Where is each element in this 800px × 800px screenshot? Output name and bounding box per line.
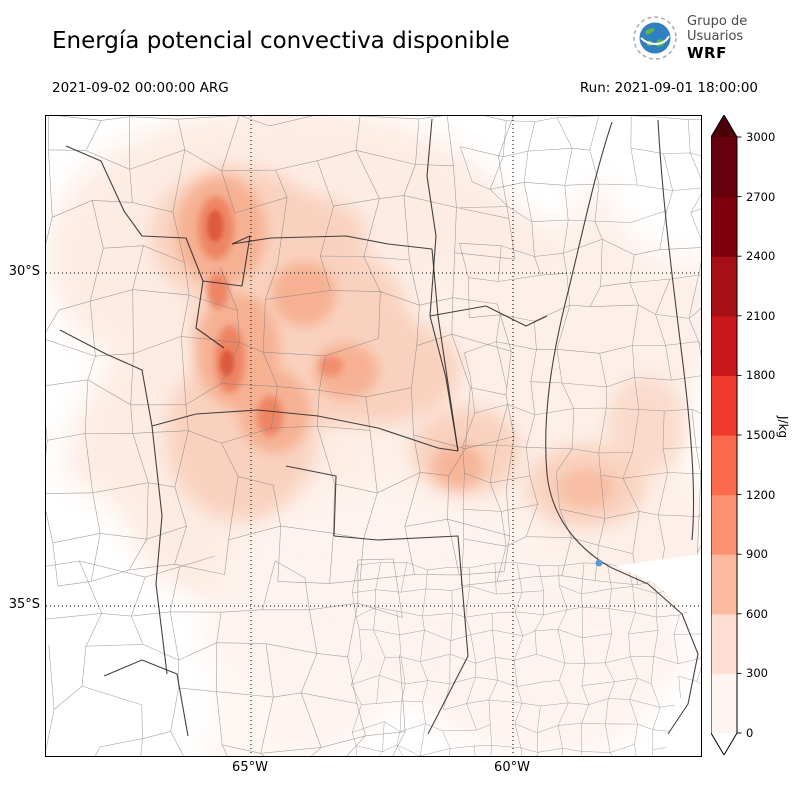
colorbar-tick-label: 1500 bbox=[746, 428, 776, 442]
figure-title: Energía potencial convectiva disponible bbox=[52, 28, 510, 54]
colorbar-tick-label: 3000 bbox=[746, 130, 776, 144]
colorbar-tick-label: 2400 bbox=[746, 249, 776, 264]
province-boundaries bbox=[59, 118, 699, 737]
valid-time-label: 2021-09-02 00:00:00 ARG bbox=[52, 80, 229, 96]
lon-label-65w: 65°W bbox=[232, 760, 268, 775]
logo-line-2: Usuarios bbox=[687, 29, 744, 45]
colorbar-gradient bbox=[710, 114, 742, 756]
run-time-label: Run: 2021-09-01 18:00:00 bbox=[579, 80, 758, 96]
colorbar bbox=[710, 114, 743, 759]
city-marker bbox=[595, 559, 603, 567]
colorbar-unit-label: J/kg bbox=[776, 416, 790, 439]
colorbar-tick-label: 600 bbox=[746, 606, 768, 621]
map-canvas bbox=[46, 116, 701, 756]
colorbar-tick-labels: 0 300 600 900 1200 1500 1800 2100 2400 2700 3000 bbox=[746, 115, 790, 755]
logo-wrf-label: WRF bbox=[687, 43, 727, 62]
wrf-logo-text: Grupo de Usuarios WRF bbox=[687, 14, 747, 62]
water-mask bbox=[616, 554, 701, 756]
colorbar-tick-label: 2700 bbox=[746, 189, 776, 204]
logo-line-1: Grupo de bbox=[687, 14, 748, 29]
colorbar-tick-label: 2100 bbox=[746, 308, 776, 323]
gridlines bbox=[46, 116, 701, 756]
lat-label-35s: 35°S bbox=[8, 597, 40, 612]
lat-label-30s: 30°S bbox=[8, 264, 40, 279]
colorbar-tick-label: 900 bbox=[746, 547, 768, 562]
lon-label-60w: 60°W bbox=[494, 760, 530, 775]
colorbar-tick-label: 0 bbox=[746, 726, 754, 740]
department-boundaries bbox=[46, 116, 701, 756]
colorbar-tick-label: 300 bbox=[746, 666, 768, 681]
wrf-globe-icon bbox=[633, 16, 677, 60]
cape-shading bbox=[46, 116, 701, 756]
wrf-logo: Grupo de Usuarios WRF bbox=[632, 14, 747, 62]
colorbar-tick-label: 1200 bbox=[746, 487, 776, 502]
map-frame bbox=[45, 115, 702, 757]
colorbar-tick-label: 1800 bbox=[746, 368, 776, 383]
